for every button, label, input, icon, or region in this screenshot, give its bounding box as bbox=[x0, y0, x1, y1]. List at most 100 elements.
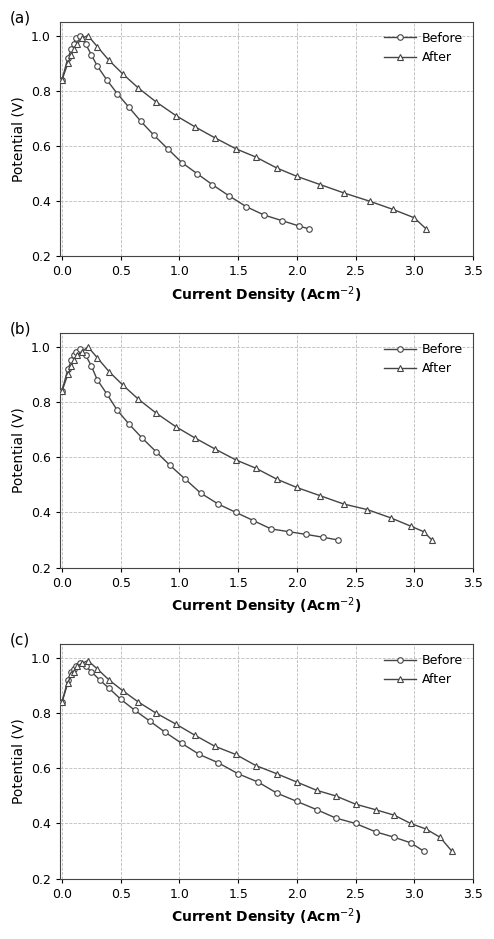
After bbox=[192, 730, 198, 741]
After bbox=[388, 513, 394, 524]
After bbox=[408, 520, 413, 531]
After bbox=[106, 674, 112, 685]
Before bbox=[255, 777, 261, 788]
Before bbox=[88, 49, 94, 60]
After bbox=[59, 385, 65, 396]
Before bbox=[182, 473, 188, 485]
After bbox=[59, 697, 65, 708]
Before bbox=[153, 446, 159, 457]
Before bbox=[261, 209, 267, 221]
Y-axis label: Potential (V): Potential (V) bbox=[11, 718, 25, 804]
Before bbox=[73, 660, 79, 671]
After bbox=[135, 83, 141, 94]
After bbox=[173, 421, 179, 432]
Before bbox=[209, 179, 215, 191]
Before bbox=[198, 487, 204, 499]
After bbox=[423, 223, 429, 235]
Before bbox=[104, 74, 110, 85]
Before bbox=[320, 531, 326, 543]
After bbox=[65, 369, 71, 380]
Line: After: After bbox=[59, 658, 454, 854]
Before bbox=[391, 832, 397, 843]
After bbox=[253, 760, 259, 771]
Before bbox=[132, 704, 138, 716]
After bbox=[85, 655, 91, 667]
After bbox=[106, 54, 112, 66]
Before bbox=[408, 838, 413, 849]
After bbox=[274, 768, 280, 779]
After bbox=[317, 490, 323, 501]
After bbox=[59, 74, 65, 85]
Before bbox=[303, 529, 309, 540]
Before bbox=[179, 157, 185, 168]
Before bbox=[77, 30, 82, 41]
Before bbox=[279, 215, 285, 226]
Before bbox=[77, 344, 82, 355]
After bbox=[449, 845, 455, 856]
Before bbox=[104, 388, 110, 399]
After bbox=[74, 660, 80, 671]
After bbox=[69, 49, 75, 60]
After bbox=[332, 791, 338, 802]
After bbox=[212, 132, 218, 144]
Before bbox=[73, 33, 79, 44]
After bbox=[192, 121, 198, 132]
X-axis label: Current Density (Acm$^{-2}$): Current Density (Acm$^{-2}$) bbox=[171, 284, 362, 305]
Before bbox=[126, 101, 132, 113]
After bbox=[274, 473, 280, 485]
Y-axis label: Potential (V): Potential (V) bbox=[11, 96, 25, 182]
Before bbox=[97, 674, 103, 685]
After bbox=[314, 785, 320, 796]
After bbox=[71, 44, 77, 55]
Line: Before: Before bbox=[59, 661, 426, 854]
Before bbox=[233, 507, 239, 518]
After bbox=[120, 685, 126, 697]
Before bbox=[88, 666, 94, 677]
Before bbox=[353, 818, 359, 829]
After bbox=[294, 777, 300, 788]
Before bbox=[179, 738, 185, 749]
Legend: Before, After: Before, After bbox=[380, 28, 467, 68]
After bbox=[391, 809, 397, 821]
After bbox=[135, 393, 141, 405]
After bbox=[341, 187, 347, 198]
Before bbox=[215, 757, 221, 768]
Before bbox=[372, 826, 378, 838]
Before bbox=[59, 385, 65, 396]
X-axis label: Current Density (Acm$^{-2}$): Current Density (Acm$^{-2}$) bbox=[171, 906, 362, 928]
Before bbox=[114, 88, 120, 100]
Before bbox=[69, 44, 75, 55]
After bbox=[233, 454, 239, 466]
Line: After: After bbox=[59, 344, 435, 543]
After bbox=[408, 818, 413, 829]
Line: After: After bbox=[59, 33, 429, 232]
Before bbox=[139, 432, 145, 443]
Before bbox=[138, 115, 144, 127]
After bbox=[233, 748, 239, 760]
After bbox=[69, 669, 75, 680]
Before bbox=[274, 788, 280, 799]
After bbox=[437, 832, 443, 843]
Before bbox=[71, 349, 77, 361]
After bbox=[233, 143, 239, 154]
Before bbox=[215, 499, 221, 510]
After bbox=[212, 443, 218, 454]
Before bbox=[65, 674, 71, 685]
After bbox=[85, 30, 91, 41]
Before bbox=[163, 727, 168, 738]
After bbox=[192, 432, 198, 443]
After bbox=[120, 69, 126, 80]
Before bbox=[314, 804, 320, 815]
Before bbox=[197, 748, 203, 760]
Before bbox=[332, 812, 338, 824]
Before bbox=[244, 201, 249, 212]
After bbox=[317, 179, 323, 191]
After bbox=[367, 195, 372, 207]
Before bbox=[286, 526, 291, 537]
Before bbox=[59, 74, 65, 85]
Before bbox=[65, 363, 71, 375]
Before bbox=[69, 355, 75, 366]
Y-axis label: Potential (V): Potential (V) bbox=[11, 408, 25, 493]
After bbox=[429, 534, 435, 546]
Before bbox=[118, 694, 124, 705]
